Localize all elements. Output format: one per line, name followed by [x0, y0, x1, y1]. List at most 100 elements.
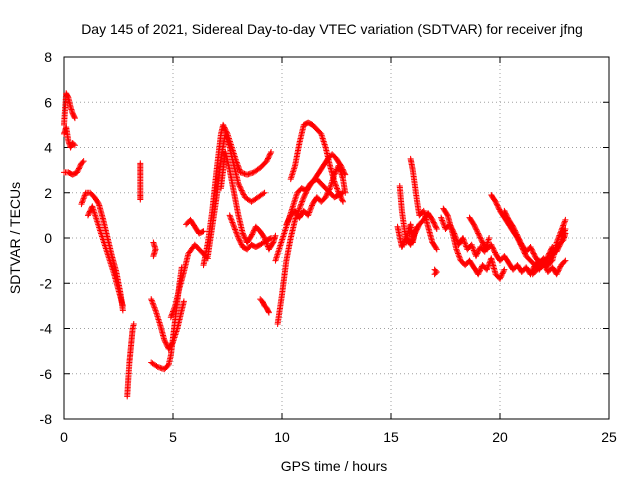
data-point [528, 246, 535, 253]
data-point [231, 225, 238, 232]
data-point [84, 212, 91, 219]
data-point [443, 211, 450, 218]
data-point [491, 248, 498, 255]
data-point [171, 305, 178, 312]
data-point [74, 168, 81, 175]
data-point [266, 152, 273, 159]
data-point [325, 189, 332, 196]
data-point [488, 241, 495, 248]
data-point [398, 244, 405, 251]
data-point [500, 269, 507, 276]
data-point [232, 226, 239, 233]
data-point [461, 239, 468, 246]
data-point [265, 308, 272, 315]
data-point [342, 189, 349, 196]
data-point [511, 226, 518, 233]
data-point [561, 218, 568, 225]
series-arc-8 [150, 239, 159, 260]
series-arc-12 [183, 216, 207, 237]
data-point [250, 227, 257, 234]
data-point [292, 216, 299, 223]
data-point [264, 155, 271, 162]
data-point [79, 159, 86, 166]
series-arc-6 [124, 320, 137, 400]
data-point [559, 223, 566, 230]
series-arc-31 [529, 230, 569, 278]
data-point [440, 220, 447, 227]
data-point [283, 220, 290, 227]
data-point [260, 190, 267, 197]
data-point [561, 219, 568, 226]
data-point [554, 236, 561, 243]
data-point [299, 197, 306, 204]
data-point [168, 312, 175, 319]
data-point [241, 233, 248, 240]
data-point [323, 192, 330, 199]
data-point [78, 201, 85, 208]
data-point [510, 223, 517, 230]
data-point [462, 242, 469, 249]
data-point [164, 362, 171, 369]
data-point [170, 308, 176, 315]
data-point [161, 338, 168, 345]
data-point [473, 251, 480, 258]
data-point [324, 190, 331, 197]
data-point [555, 233, 562, 240]
data-point [220, 121, 227, 128]
x-tick-label: 20 [492, 429, 508, 445]
y-tick-label: -2 [40, 275, 53, 291]
data-point [265, 154, 272, 161]
data-point [235, 180, 242, 187]
data-point [414, 225, 421, 232]
data-point [474, 249, 481, 256]
data-point [544, 260, 551, 267]
data-point [439, 218, 446, 225]
data-point [266, 151, 273, 158]
data-point [495, 203, 502, 210]
data-point [516, 237, 523, 244]
data-point [268, 235, 275, 241]
data-point [488, 243, 495, 250]
data-point [338, 194, 345, 201]
data-point [412, 229, 419, 236]
data-point [493, 200, 500, 207]
data-point [411, 230, 418, 237]
data-point [433, 225, 440, 232]
data-point [415, 224, 422, 231]
data-point [517, 239, 524, 246]
data-point [562, 230, 569, 237]
data-point [75, 165, 82, 172]
data-point [230, 222, 237, 229]
data-point [285, 217, 292, 224]
x-tick-label: 10 [274, 429, 290, 445]
data-point [295, 207, 302, 214]
data-point [475, 269, 482, 276]
data-point [513, 230, 520, 237]
data-point [502, 210, 509, 217]
data-point [500, 267, 507, 274]
data-point [283, 221, 290, 228]
data-point [228, 216, 235, 223]
data-point [528, 245, 535, 252]
data-point [234, 233, 241, 240]
data-point [236, 183, 243, 190]
data-point [331, 170, 338, 177]
data-point [305, 212, 312, 219]
data-point [474, 250, 481, 257]
data-point [498, 271, 505, 278]
data-point [239, 188, 246, 195]
series-arc-14 [204, 130, 268, 260]
data-point [409, 237, 416, 244]
data-point [241, 234, 248, 241]
data-point [461, 237, 468, 244]
data-point [554, 269, 561, 276]
data-point [543, 263, 550, 270]
data-point [80, 158, 87, 165]
data-point [534, 265, 541, 272]
data-point [514, 232, 521, 239]
grid-lines [64, 57, 609, 419]
data-point [233, 230, 240, 237]
data-point [228, 218, 235, 225]
data-point [148, 296, 155, 303]
